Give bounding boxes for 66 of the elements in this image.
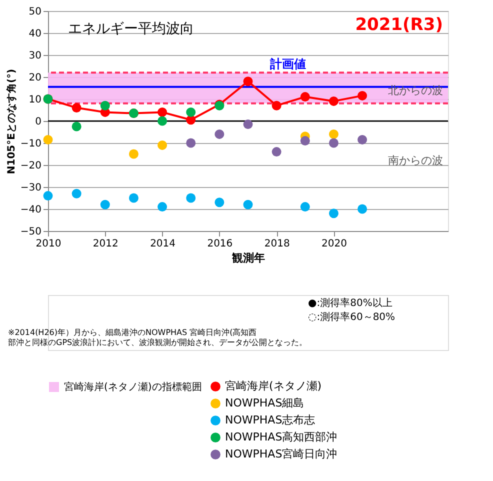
x-tick-label: 2016 (207, 238, 233, 250)
point (300, 92, 310, 102)
text: ※2014(H26)年）月から、細島港沖のNOWPHAS 宮崎日向沖(高知西部沖と同様のGPS波浪計)において、波浪観測が開始され、データが公開となった。 (8, 328, 308, 347)
text: ●:測得率80%以上 (308, 297, 392, 309)
y-tick-label: −30 (20, 182, 42, 194)
annotation: 南からの波 (388, 154, 443, 167)
annotation: 北からの波 (388, 84, 443, 97)
point (328, 96, 338, 106)
point (100, 200, 110, 210)
point (43, 134, 53, 144)
text: ◌:測得率60～80% (308, 311, 396, 323)
y-tick-label: 30 (28, 50, 42, 62)
point (158, 140, 168, 150)
point (358, 204, 368, 214)
legend-label: NOWPHAS細島 (225, 396, 304, 410)
point (43, 191, 53, 201)
point (300, 136, 310, 146)
point (158, 202, 168, 212)
x-tick-label: 2010 (36, 238, 62, 250)
point (100, 100, 110, 110)
point (72, 188, 82, 198)
y-tick-label: −10 (20, 138, 42, 150)
annotation: エネルギー平均波向 (68, 21, 194, 37)
legend-label: NOWPHAS高知西部沖 (225, 430, 338, 444)
y-tick-label: −50 (20, 226, 42, 238)
point (128, 193, 138, 203)
y-tick-label: −20 (20, 160, 42, 172)
point (358, 90, 368, 100)
point (358, 134, 368, 144)
point (72, 103, 82, 113)
point (158, 116, 168, 126)
point (158, 107, 168, 117)
point (186, 138, 196, 148)
legend-label: 宮崎海岸(ネタノ瀬)の指標範囲 (64, 381, 202, 393)
point (243, 120, 253, 130)
x-tick-label: 2012 (92, 238, 118, 250)
point (328, 138, 338, 148)
point (186, 107, 196, 117)
x-axis-title: 観測年 (231, 252, 265, 264)
point (214, 198, 224, 208)
y-tick-label: 0 (35, 116, 42, 128)
annotation: 2021(R3) (355, 15, 443, 35)
y-tick-label: 40 (28, 28, 42, 40)
ref-line-label: 計画値 (269, 56, 306, 71)
point (272, 100, 282, 110)
y-tick-label: −40 (20, 204, 42, 216)
point (186, 193, 196, 203)
y-axis-title: N105°Eとのなす角(°) (5, 68, 18, 174)
x-tick-label: 2018 (264, 238, 290, 250)
legend-label: NOWPHAS志布志 (225, 414, 316, 426)
y-tick-label: 50 (28, 6, 42, 18)
point (328, 129, 338, 139)
y-tick-label: 10 (28, 94, 42, 106)
point (214, 129, 224, 139)
point (300, 202, 310, 212)
legend-label: NOWPHAS宮崎日向沖 (225, 448, 338, 460)
x-tick-label: 2020 (321, 238, 347, 250)
x-tick-label: 2014 (150, 238, 176, 250)
point (243, 200, 253, 210)
point (128, 149, 138, 159)
point (72, 122, 82, 132)
point (328, 208, 338, 218)
point (272, 147, 282, 157)
point (243, 76, 253, 86)
legend-label: 宮崎海岸(ネタノ瀬) (225, 380, 322, 392)
y-tick-label: 20 (28, 72, 42, 84)
